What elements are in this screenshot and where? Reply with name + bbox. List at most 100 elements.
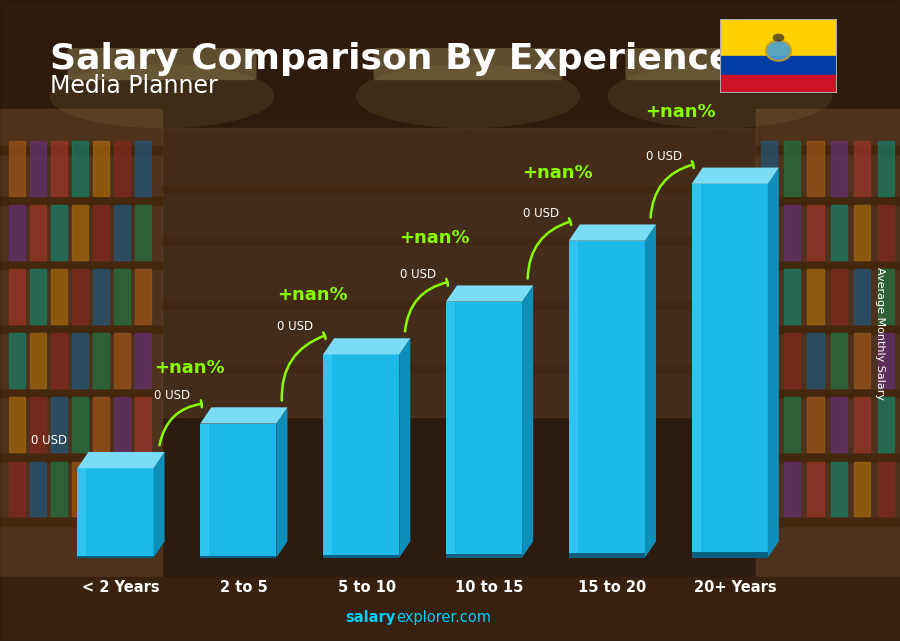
Text: +nan%: +nan% [522,164,593,182]
Bar [93,397,109,452]
Polygon shape [154,452,165,558]
Text: 0 USD: 0 USD [154,390,191,403]
Bar [854,205,870,260]
Bar [162,237,756,244]
Text: +nan%: +nan% [645,103,716,121]
Bar [784,397,800,452]
Bar [831,205,847,260]
Bar [756,262,900,269]
Bar [30,333,46,388]
Text: explorer.com: explorer.com [396,610,491,625]
Bar [93,205,109,260]
Bar [0,577,900,641]
Bar [51,205,68,260]
Bar [720,56,837,74]
Text: 15 to 20: 15 to 20 [579,580,646,595]
Text: +nan%: +nan% [276,286,347,304]
Bar [114,205,130,260]
Bar [114,462,130,516]
Bar [831,269,847,324]
Bar [72,205,88,260]
Bar [807,205,824,260]
Text: +nan%: +nan% [400,229,470,247]
Bar [807,141,824,196]
Bar [854,397,870,452]
Bar [9,397,25,452]
Bar [9,333,25,388]
Bar [784,205,800,260]
Bar [831,397,847,452]
Bar [756,197,900,205]
Ellipse shape [766,40,791,61]
Bar [162,301,756,308]
Bar [760,269,777,324]
Text: 0 USD: 0 USD [400,267,436,281]
Bar [756,109,900,590]
Text: 0 USD: 0 USD [523,206,559,220]
Bar [30,269,46,324]
Bar [114,333,130,388]
Ellipse shape [356,64,580,128]
Bar [72,141,88,196]
Bar [691,552,768,558]
Bar [760,462,777,516]
Bar [0,109,162,590]
Bar [446,554,522,558]
Polygon shape [446,285,533,302]
Bar [72,333,88,388]
Bar [135,462,151,516]
Bar [878,205,894,260]
Bar [162,365,756,372]
Bar [760,397,777,452]
Bar [77,469,154,558]
FancyBboxPatch shape [374,48,562,80]
Bar [135,141,151,196]
Bar [831,462,847,516]
Bar [0,197,162,205]
Bar [854,462,870,516]
Bar [135,333,151,388]
FancyBboxPatch shape [68,48,256,80]
Bar [807,269,824,324]
Bar [760,141,777,196]
Bar [200,424,210,558]
Bar [0,518,162,526]
Text: 0 USD: 0 USD [645,150,682,163]
Text: Salary Comparison By Experience: Salary Comparison By Experience [50,42,733,76]
Polygon shape [691,167,778,184]
Text: 10 to 15: 10 to 15 [455,580,524,595]
Bar [51,141,68,196]
Ellipse shape [50,64,274,128]
Polygon shape [276,407,287,558]
Bar [93,141,109,196]
Text: 2 to 5: 2 to 5 [220,580,267,595]
Polygon shape [200,407,287,424]
Bar [756,454,900,462]
Text: 0 USD: 0 USD [32,434,68,447]
Bar [9,269,25,324]
Polygon shape [768,167,778,558]
Bar [51,462,68,516]
Bar [323,554,400,558]
Text: 0 USD: 0 USD [277,320,313,333]
Bar [878,141,894,196]
Bar [200,424,276,558]
FancyBboxPatch shape [626,48,814,80]
Bar [200,556,276,558]
Bar [9,141,25,196]
Bar [691,184,768,558]
Bar [135,397,151,452]
Bar [162,186,756,192]
Bar [569,553,645,558]
Polygon shape [569,224,656,241]
Bar [0,262,162,269]
Bar [77,469,86,558]
Bar [162,128,756,417]
Bar [77,556,154,558]
Text: +nan%: +nan% [154,359,224,377]
Bar [784,333,800,388]
Bar [0,454,162,462]
Bar [569,241,645,558]
Polygon shape [522,285,533,558]
Bar [0,326,162,333]
